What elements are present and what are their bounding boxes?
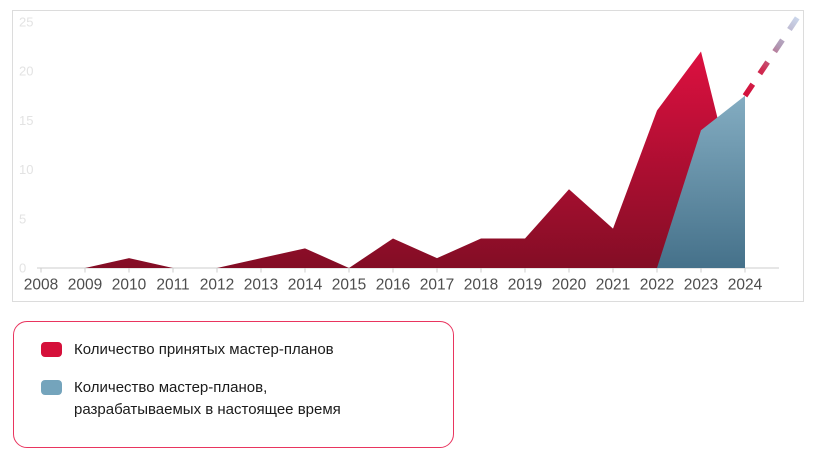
x-axis-year-label: 2013: [244, 277, 278, 294]
x-axis-year-label: 2015: [332, 277, 366, 294]
legend-swatch-adopted: [41, 342, 62, 357]
legend-item-adopted: Количество принятых мастер-планов: [41, 339, 334, 361]
y-axis-tick-label: 0: [19, 261, 26, 276]
legend-label-developing-line2: разрабатываемых в настоящее время: [74, 401, 341, 418]
legend-swatch-developing: [41, 380, 62, 395]
x-axis-year-label: 2022: [640, 277, 674, 294]
x-axis-year-label: 2020: [552, 277, 587, 294]
x-axis-year-label: 2014: [288, 277, 323, 294]
x-axis-labels: 2008 2009 2010 2011 2012 2013 2014 2015 2016 2017…: [24, 277, 763, 294]
area-series-developing: [657, 95, 745, 268]
legend-label-adopted: Количество принятых мастер-планов: [74, 341, 334, 358]
x-axis-year-label: 2024: [728, 277, 763, 294]
legend-label-developing: Количество мастер-планов, разрабатываемы…: [74, 377, 341, 421]
x-axis-year-label: 2021: [596, 277, 630, 294]
x-axis-year-label: 2016: [376, 277, 410, 294]
area-series-adopted: [41, 51, 745, 268]
legend-item-developing: Количество мастер-планов, разрабатываемы…: [41, 377, 341, 421]
x-axis-year-label: 2010: [112, 277, 147, 294]
chart-card: 0 5 10 15 20 25 2008 2009 2010 2011 2012 2013 2014 2…: [12, 10, 804, 302]
x-axis-ticks: [40, 268, 746, 273]
legend: Количество принятых мастер-планов Количе…: [13, 321, 454, 448]
y-axis-tick-label: 10: [19, 162, 33, 177]
x-axis-year-label: 2011: [156, 277, 189, 294]
x-axis-year-label: 2023: [684, 277, 718, 294]
projection-dashed-line: [742, 15, 801, 98]
x-axis-year-label: 2012: [200, 277, 234, 294]
x-axis-year-label: 2009: [68, 277, 102, 294]
y-axis-tick-label: 15: [19, 113, 33, 128]
y-axis-labels: 0 5 10 15 20 25: [19, 15, 33, 276]
x-axis-year-label: 2017: [420, 277, 454, 294]
x-axis-year-label: 2018: [464, 277, 498, 294]
y-axis-tick-label: 20: [19, 64, 33, 79]
y-axis-tick-label: 5: [19, 211, 26, 226]
y-axis-tick-label: 25: [19, 15, 33, 30]
x-axis-year-label: 2019: [508, 277, 542, 294]
x-axis-year-label: 2008: [24, 277, 58, 294]
legend-label-developing-line1: Количество мастер-планов,: [74, 379, 268, 396]
